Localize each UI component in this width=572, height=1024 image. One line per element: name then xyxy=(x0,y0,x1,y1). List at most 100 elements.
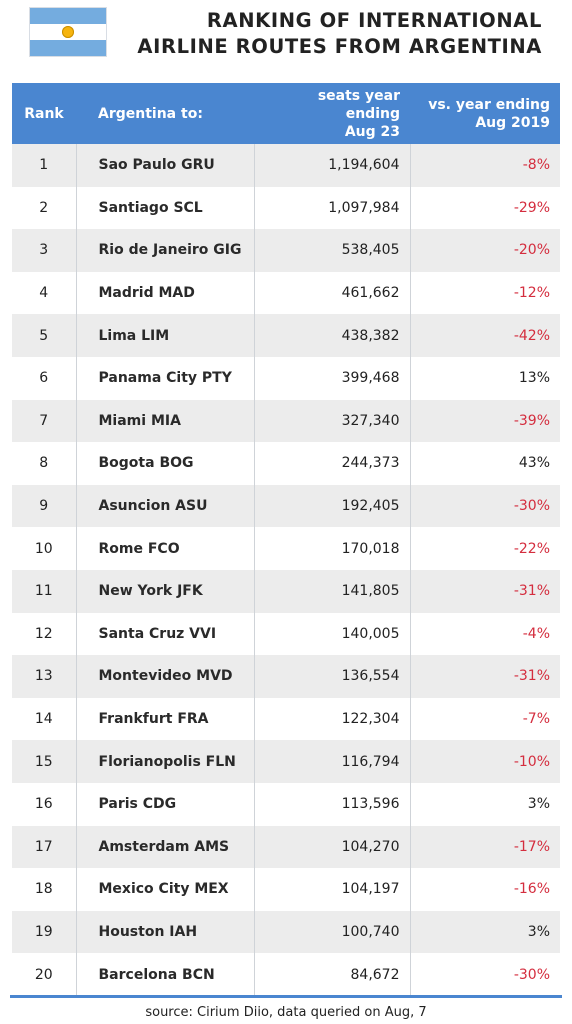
destination-cell: Bogota BOG xyxy=(76,442,255,485)
table-header-row: Rank Argentina to: seats year ending Aug… xyxy=(12,83,560,144)
seats-cell: 1,097,984 xyxy=(254,186,411,230)
rank-cell: 5 xyxy=(12,314,77,357)
table-row: 13 Montevideo MVD 136,554 -31% xyxy=(12,655,560,698)
table-row: 4 Madrid MAD 461,662 -12% xyxy=(12,271,560,315)
change-cell: -7% xyxy=(410,697,560,741)
rank-cell: 14 xyxy=(12,697,77,741)
table-row: 20 Barcelona BCN 84,672 -30% xyxy=(12,953,560,996)
page-header: RANKING OF INTERNATIONAL AIRLINE ROUTES … xyxy=(0,0,572,82)
rank-cell: 20 xyxy=(12,953,77,996)
table-row: 8 Bogota BOG 244,373 43% xyxy=(12,442,560,485)
rank-cell: 10 xyxy=(12,527,77,570)
seats-cell: 113,596 xyxy=(254,782,411,826)
header-seats: seats year ending Aug 23 xyxy=(254,83,410,144)
table-row: 12 Santa Cruz VVI 140,005 -4% xyxy=(12,612,560,656)
header-destination: Argentina to: xyxy=(76,83,254,144)
change-cell: 43% xyxy=(410,442,560,485)
seats-cell: 141,805 xyxy=(254,569,411,613)
destination-cell: Mexico City MEX xyxy=(76,868,255,911)
rank-cell: 4 xyxy=(12,271,77,315)
table-row: 9 Asuncion ASU 192,405 -30% xyxy=(12,484,560,528)
rank-cell: 12 xyxy=(12,612,77,656)
destination-cell: Florianopolis FLN xyxy=(76,740,255,783)
destination-cell: Santiago SCL xyxy=(76,186,255,230)
seats-cell: 438,382 xyxy=(254,314,411,357)
seats-cell: 116,794 xyxy=(254,740,411,783)
destination-cell: Paris CDG xyxy=(76,782,255,826)
rank-cell: 13 xyxy=(12,655,77,698)
seats-cell: 140,005 xyxy=(254,612,411,656)
table-row: 11 New York JFK 141,805 -31% xyxy=(12,569,560,613)
source-note: source: Cirium Diio, data queried on Aug… xyxy=(145,1005,427,1020)
change-cell: -31% xyxy=(410,655,560,698)
seats-cell: 1,194,604 xyxy=(254,144,411,187)
seats-cell: 84,672 xyxy=(254,953,411,996)
destination-cell: Panama City PTY xyxy=(76,356,255,400)
change-cell: -30% xyxy=(410,484,560,528)
sun-of-may-icon xyxy=(62,26,74,38)
header-seats-line: Aug 23 xyxy=(344,123,400,140)
rank-cell: 11 xyxy=(12,569,77,613)
destination-cell: Rio de Janeiro GIG xyxy=(76,229,255,272)
destination-cell: Lima LIM xyxy=(76,314,255,357)
argentina-flag-icon xyxy=(30,8,106,56)
seats-cell: 104,197 xyxy=(254,868,411,911)
change-cell: -4% xyxy=(410,612,560,656)
header-seats-line: seats year ending xyxy=(317,87,400,122)
routes-table: Rank Argentina to: seats year ending Aug… xyxy=(12,83,560,996)
change-cell: -10% xyxy=(410,740,560,783)
table-row: 18 Mexico City MEX 104,197 -16% xyxy=(12,868,560,911)
destination-cell: Frankfurt FRA xyxy=(76,697,255,741)
change-cell: -31% xyxy=(410,569,560,613)
rank-cell: 6 xyxy=(12,356,77,400)
change-cell: -42% xyxy=(410,314,560,357)
rank-cell: 7 xyxy=(12,399,77,443)
seats-cell: 136,554 xyxy=(254,655,411,698)
change-cell: -16% xyxy=(410,868,560,911)
change-cell: -12% xyxy=(410,271,560,315)
table-row: 2 Santiago SCL 1,097,984 -29% xyxy=(12,186,560,230)
header-change-line: Aug 2019 xyxy=(475,114,550,131)
title-line: AIRLINE ROUTES FROM ARGENTINA xyxy=(137,35,542,58)
rank-cell: 15 xyxy=(12,740,77,783)
change-cell: -30% xyxy=(410,953,560,996)
table-row: 15 Florianopolis FLN 116,794 -10% xyxy=(12,740,560,783)
rank-cell: 8 xyxy=(12,442,77,485)
rank-cell: 19 xyxy=(12,910,77,954)
change-cell: -39% xyxy=(410,399,560,443)
table-row: 5 Lima LIM 438,382 -42% xyxy=(12,314,560,357)
destination-cell: Miami MIA xyxy=(76,399,255,443)
rank-cell: 2 xyxy=(12,186,77,230)
table-row: 14 Frankfurt FRA 122,304 -7% xyxy=(12,697,560,741)
table-row: 3 Rio de Janeiro GIG 538,405 -20% xyxy=(12,229,560,272)
seats-cell: 192,405 xyxy=(254,484,411,528)
table-row: 17 Amsterdam AMS 104,270 -17% xyxy=(12,825,560,869)
header-change-line: vs. year ending xyxy=(428,96,550,113)
footer-divider xyxy=(10,995,562,998)
destination-cell: Montevideo MVD xyxy=(76,655,255,698)
rank-cell: 1 xyxy=(12,144,77,187)
destination-cell: Asuncion ASU xyxy=(76,484,255,528)
seats-cell: 122,304 xyxy=(254,697,411,741)
seats-cell: 170,018 xyxy=(254,527,411,570)
seats-cell: 399,468 xyxy=(254,356,411,400)
seats-cell: 461,662 xyxy=(254,271,411,315)
seats-cell: 327,340 xyxy=(254,399,411,443)
change-cell: 3% xyxy=(410,910,560,954)
rank-cell: 16 xyxy=(12,782,77,826)
table-row: 6 Panama City PTY 399,468 13% xyxy=(12,356,560,400)
change-cell: -22% xyxy=(410,527,560,570)
table-row: 19 Houston IAH 100,740 3% xyxy=(12,910,560,954)
title-line: RANKING OF INTERNATIONAL xyxy=(206,9,542,32)
destination-cell: Madrid MAD xyxy=(76,271,255,315)
change-cell: -29% xyxy=(410,186,560,230)
destination-cell: Amsterdam AMS xyxy=(76,825,255,869)
change-cell: -17% xyxy=(410,825,560,869)
header-change: vs. year ending Aug 2019 xyxy=(410,83,560,144)
rank-cell: 3 xyxy=(12,229,77,272)
change-cell: -8% xyxy=(410,144,560,187)
destination-cell: Houston IAH xyxy=(76,910,255,954)
rank-cell: 18 xyxy=(12,868,77,911)
change-cell: 3% xyxy=(410,782,560,826)
destination-cell: Rome FCO xyxy=(76,527,255,570)
